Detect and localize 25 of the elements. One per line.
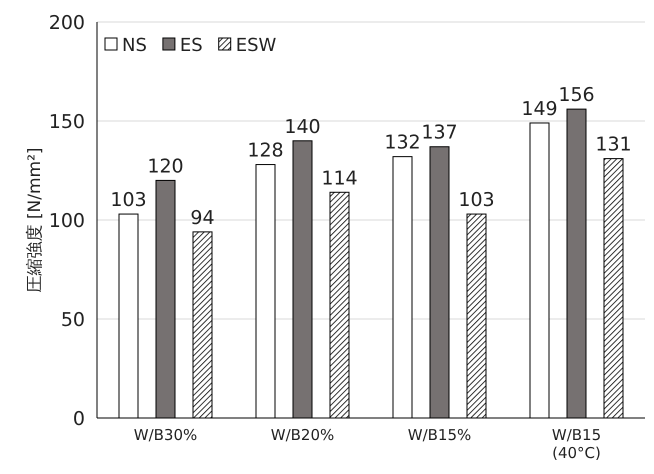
data-label: 114 — [321, 167, 358, 190]
legend-label: ESW — [236, 35, 276, 56]
data-label: 137 — [421, 122, 458, 144]
data-label: 120 — [147, 155, 184, 178]
y-tick-label: 0 — [72, 408, 85, 430]
data-label: 103 — [458, 189, 495, 212]
y-tick-label: 50 — [60, 309, 85, 331]
data-label: 94 — [190, 206, 215, 229]
x-tick-label: W/B15% — [408, 426, 472, 444]
y-tick-label: 200 — [48, 12, 85, 34]
legend-label: NS — [122, 35, 147, 56]
data-label: 103 — [110, 189, 147, 212]
y-tick-label: 150 — [48, 111, 85, 133]
data-label: 128 — [247, 140, 284, 162]
data-label: 140 — [284, 116, 321, 138]
x-tick-label: W/B20% — [270, 426, 334, 444]
legend-label: ES — [180, 35, 203, 56]
data-label: 131 — [595, 134, 632, 156]
y-axis-title: 圧縮強度 [N/mm²] — [25, 147, 45, 293]
x-tick-label: W/B30% — [134, 426, 198, 444]
data-label: 149 — [521, 98, 558, 120]
data-label: 132 — [384, 132, 421, 154]
y-tick-label: 100 — [48, 210, 85, 232]
x-tick-label: W/B15 (40°C) — [552, 426, 602, 462]
data-label: 156 — [558, 84, 595, 106]
